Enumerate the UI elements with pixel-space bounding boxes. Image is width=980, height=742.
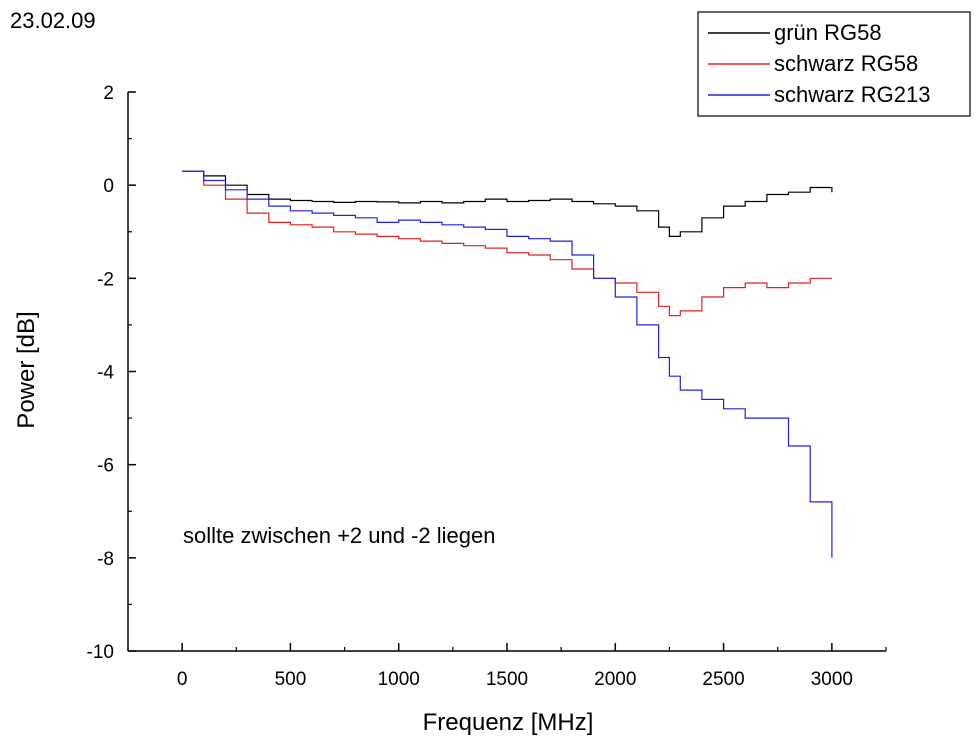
date-stamp: 23.02.09 [10, 8, 96, 33]
x-tick-label: 1000 [378, 669, 420, 690]
y-tick-label: -10 [87, 642, 114, 663]
y-tick-label: -8 [97, 549, 114, 570]
legend-label-3: schwarz RG213 [774, 82, 931, 107]
x-tick-label: 1500 [486, 669, 528, 690]
y-tick-label: -4 [97, 363, 114, 384]
y-tick-label: 0 [103, 176, 114, 197]
x-tick-label: 500 [275, 669, 307, 690]
x-tick-label: 2500 [702, 669, 744, 690]
chart-annotation: sollte zwischen +2 und -2 liegen [183, 523, 495, 548]
series-line-2 [182, 170, 832, 317]
legend-label-1: grün RG58 [774, 20, 882, 45]
y-tick-label: -2 [97, 269, 114, 290]
y-axis-label: Power [dB] [13, 311, 40, 428]
y-tick-label: 2 [103, 83, 114, 104]
series-line-1 [182, 170, 833, 237]
series-layer [182, 170, 833, 558]
y-tick-label: -6 [97, 456, 114, 477]
legend-label-2: schwarz RG58 [774, 51, 918, 76]
x-tick-label: 0 [177, 669, 188, 690]
x-tick-label: 2000 [594, 669, 636, 690]
legend: grün RG58 schwarz RG58 schwarz RG213 [697, 11, 971, 117]
x-axis-label: Frequenz [MHz] [423, 709, 594, 736]
axes: -10 -8 -6 -4 -2 0 2 0 500 1000 1500 2000 2500 3000 [87, 83, 887, 690]
x-tick-label: 3000 [811, 669, 853, 690]
series-line-3 [182, 170, 833, 558]
